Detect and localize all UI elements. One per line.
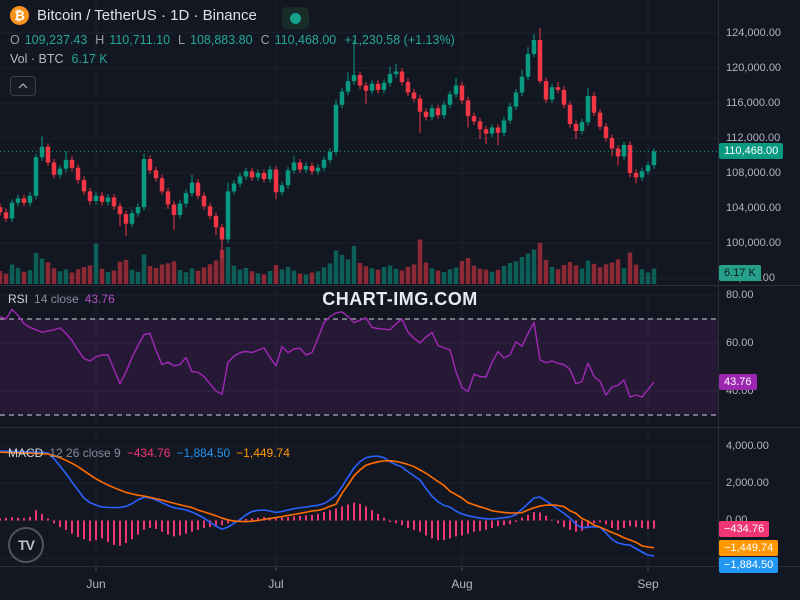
watermark: CHART-IMG.COM [322, 289, 478, 309]
chevron-up-icon [18, 83, 28, 89]
rsi-pane-header: RSI 14 close 43.76 [8, 292, 115, 306]
price-axis-label: 120,000.00 [726, 62, 782, 74]
rsi-value-badge: 43.76 [719, 374, 757, 390]
rsi-axis-label: 80.00 [726, 289, 754, 301]
time-axis-label: Jul [268, 577, 284, 591]
rsi-axis-label: 60.00 [726, 337, 754, 349]
market-open-dot-icon [290, 12, 301, 24]
macd-signal-badge: −1,449.74 [719, 540, 779, 556]
price-axis-label: 112,000.00 [726, 132, 781, 144]
high-value: 110,711.10 [109, 33, 171, 47]
volume-badge: 6.17 K [719, 265, 761, 281]
price-axis-label: 100,000.00 [726, 237, 782, 249]
ohlc-row: O 109,237.43 H 110,711.10 L 108,883.80 C… [10, 33, 458, 47]
collapse-legend-button[interactable] [10, 76, 36, 96]
time-scale[interactable]: Jun Jul Aug Sep [0, 567, 800, 600]
symbol-header: ₿ Bitcoin / TetherUS · 1D · Binance [10, 6, 257, 25]
price-axis-label: 116,000.00 [726, 97, 781, 109]
symbol-title: Bitcoin / TetherUS · 1D · Binance [37, 7, 257, 24]
low-label: L [178, 33, 185, 47]
macd-axis-label: 4,000.00 [726, 440, 769, 452]
rsi-params: 14 close [34, 292, 79, 306]
last-price-badge: 110,468.00 [719, 143, 784, 159]
time-axis-label: Sep [637, 577, 659, 591]
price-axis-label: 108,000.00 [726, 167, 782, 179]
macd-histogram-value: −434.76 [126, 446, 171, 460]
tradingview-logo[interactable]: TV [8, 527, 44, 563]
volume-value: 6.17 K [71, 52, 108, 66]
open-value: 109,237.43 [24, 33, 88, 47]
macd-pane-header: MACD 12 26 close 9 −434.76 −1,884.50 −1,… [8, 446, 290, 460]
price-axis-label: 104,000.00 [726, 202, 782, 214]
macd-axis-label: 2,000.00 [726, 477, 769, 489]
low-value: 108,883.80 [190, 33, 253, 47]
macd-signal-value: −1,449.74 [236, 446, 290, 460]
close-label: C [260, 33, 270, 47]
rsi-value: 43.76 [84, 292, 115, 306]
price-scale[interactable]: 124,000.00 120,000.00 116,000.00 112,000.00… [718, 0, 800, 573]
macd-line-badge: −1,884.50 [719, 557, 779, 573]
macd-params: 12 26 close 9 [49, 446, 121, 460]
close-value: 110,468.00 [274, 33, 337, 47]
macd-name: MACD [8, 446, 44, 460]
rsi-name: RSI [8, 292, 29, 306]
high-label: H [95, 33, 105, 47]
volume-label: Vol · BTC [10, 52, 64, 66]
price-axis-label: 124,000.00 [726, 27, 782, 39]
time-axis-label: Aug [451, 577, 473, 591]
time-axis-label: Jun [86, 577, 106, 591]
macd-line-value: −1,884.50 [176, 446, 231, 460]
volume-row: Vol · BTC 6.17 K [10, 52, 108, 66]
open-label: O [10, 33, 20, 47]
bitcoin-icon: ₿ [10, 6, 29, 25]
market-status-button[interactable] [282, 7, 309, 29]
change-value: +1,230.58 (+1.13%) [344, 33, 455, 47]
macd-histogram-badge: −434.76 [719, 521, 770, 537]
